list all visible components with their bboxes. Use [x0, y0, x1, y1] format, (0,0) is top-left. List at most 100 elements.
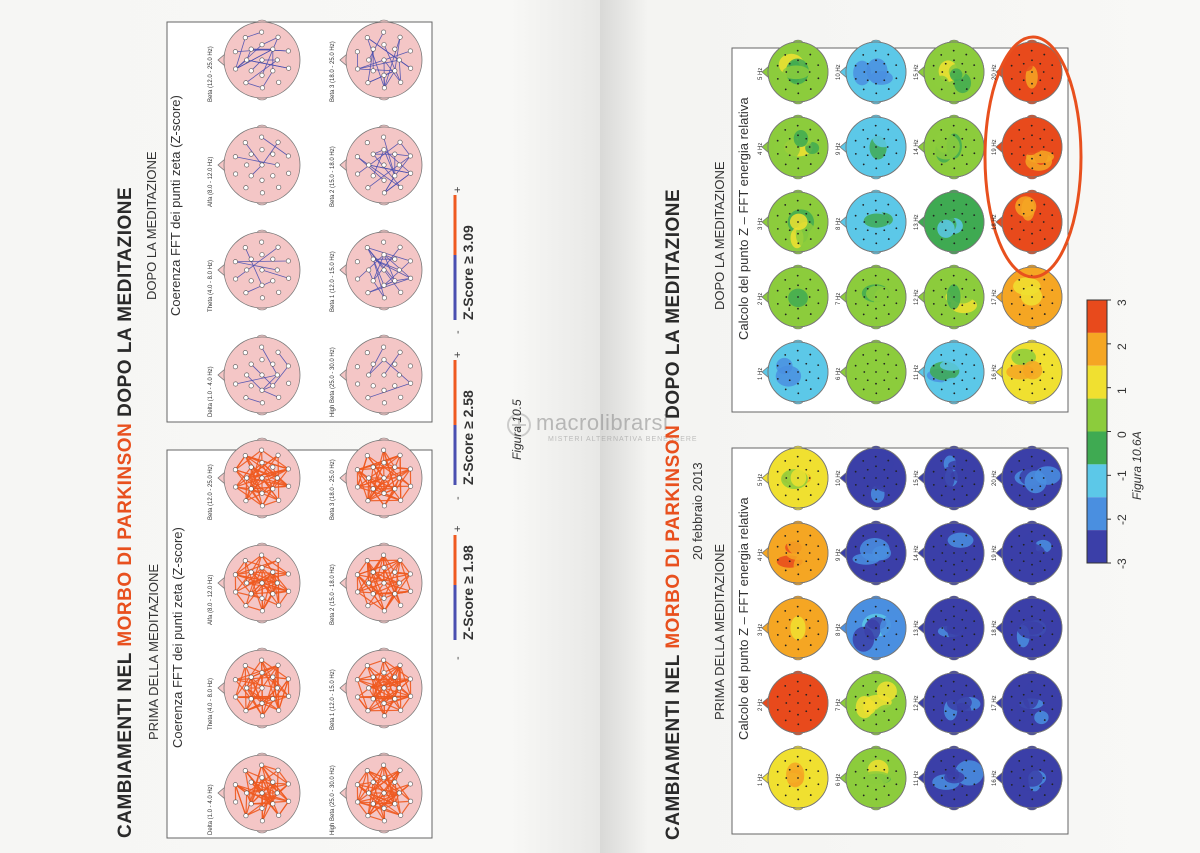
coherence-map-label: Delta (1.0 - 4.0 Hz) — [208, 784, 214, 835]
hz-label: 19 Hz — [992, 545, 998, 561]
power-head-map — [995, 595, 1063, 661]
hz-label: 14 Hz — [914, 545, 920, 561]
coherence-head-map — [217, 124, 301, 206]
coherence-map-label: Beta 2 (15.0 - 18.0 Hz) — [330, 146, 336, 207]
coherence-map-label: High Beta (25.0 - 30.0 Hz) — [330, 347, 336, 417]
after-coherence-maps — [217, 19, 423, 416]
power-head-map — [839, 745, 907, 811]
power-head-map — [995, 339, 1063, 405]
coherence-head-map — [339, 542, 423, 624]
watermark-tagline: MISTERI ALTERNATIVA BENESSERE — [548, 436, 698, 443]
hz-label: 4 Hz — [758, 142, 764, 155]
hz-label: 11 Hz — [914, 364, 920, 380]
hz-label: 17 Hz — [992, 695, 998, 711]
hz-label: 9 Hz — [836, 142, 842, 155]
hz-label: 16 Hz — [992, 770, 998, 786]
hz-label: 6 Hz — [836, 773, 842, 786]
hz-label: 7 Hz — [836, 292, 842, 305]
hz-label: 12 Hz — [914, 289, 920, 305]
hz-label: 13 Hz — [914, 620, 920, 636]
hz-label: 8 Hz — [836, 623, 842, 636]
hz-label: 2 Hz — [758, 292, 764, 305]
power-head-map — [839, 670, 907, 736]
coherence-map-label: Alfa (8.0 - 12.0 Hz) — [208, 156, 214, 207]
right-before-heading: PRIMA DELLA MEDITAZIONE — [712, 543, 727, 720]
power-head-map — [839, 595, 907, 661]
coherence-map-label: Beta (12.0 - 25.0 Hz) — [208, 46, 214, 102]
colorbar-tick-label: -1 — [1115, 470, 1129, 482]
hz-label: 13 Hz — [914, 214, 920, 230]
colorbar-segment — [1087, 365, 1107, 399]
power-head-map — [995, 520, 1063, 586]
left-title: CAMBIAMENTI NEL MORBO DI PARKINSON DOPO … — [115, 186, 136, 838]
hz-label: 16 Hz — [992, 364, 998, 380]
watermark-brand: macrolibrarsi — [536, 410, 669, 435]
power-head-map — [839, 39, 907, 105]
colorbar-segment — [1087, 398, 1107, 432]
before-power-maps — [761, 445, 1063, 811]
coherence-head-map — [217, 647, 301, 729]
power-head-map — [917, 445, 985, 511]
power-head-map — [917, 189, 985, 255]
coherence-map-label: Beta 1 (12.0 - 15.0 Hz) — [330, 251, 336, 312]
left-before-heading: PRIMA DELLA MEDITAZIONE — [146, 563, 161, 740]
power-head-map — [761, 264, 829, 330]
coherence-head-map — [217, 229, 301, 311]
hz-label: 11 Hz — [914, 770, 920, 786]
coherence-map-label: Delta (1.0 - 4.0 Hz) — [208, 366, 214, 417]
hz-label: 14 Hz — [914, 139, 920, 155]
coherence-head-map — [339, 229, 423, 311]
coherence-map-label: Alfa (8.0 - 12.0 Hz) — [208, 574, 214, 625]
power-head-map — [995, 445, 1063, 511]
hz-label: 1 Hz — [758, 773, 764, 786]
right-date: 20 febbraio 2013 — [690, 462, 705, 560]
coherence-map-label: Beta 1 (12.0 - 15.0 Hz) — [330, 669, 336, 730]
hz-label: 10 Hz — [836, 470, 842, 486]
zscore-legend-3: Z-Score ≥ 3.09 — [460, 225, 476, 320]
hz-label: 15 Hz — [914, 64, 920, 80]
hz-label: 2 Hz — [758, 698, 764, 711]
colorbar-segment — [1087, 497, 1107, 531]
power-head-map — [761, 595, 829, 661]
right-title: CAMBIAMENTI NEL MORBO DI PARKINSON DOPO … — [663, 188, 684, 840]
before-coherence-maps — [217, 437, 423, 834]
hz-label: 7 Hz — [836, 698, 842, 711]
zscore-legend-1: Z-Score ≥ 1.98 — [460, 545, 476, 640]
left-caption: Figura 10.5 — [510, 399, 524, 460]
hz-label: 4 Hz — [758, 548, 764, 561]
hz-label: 18 Hz — [992, 214, 998, 230]
hz-label: 12 Hz — [914, 695, 920, 711]
power-head-map — [917, 520, 985, 586]
right-before-subheading: Calcolo del punto Z – FFT energia relati… — [736, 497, 751, 740]
power-head-map — [917, 114, 985, 180]
legend-minus-2: - — [452, 496, 464, 500]
coherence-head-map — [217, 542, 301, 624]
watermark-logo — [507, 413, 531, 437]
power-head-map — [917, 339, 985, 405]
hz-label: 6 Hz — [836, 367, 842, 380]
power-head-map — [761, 39, 829, 105]
power-head-map — [839, 264, 907, 330]
hz-label: 20 Hz — [992, 470, 998, 486]
hz-label: 1 Hz — [758, 367, 764, 380]
hz-label: 15 Hz — [914, 470, 920, 486]
colorbar-tick-label: 1 — [1115, 386, 1129, 394]
power-head-map — [761, 114, 829, 180]
coherence-head-map — [217, 19, 301, 101]
power-head-map — [839, 445, 907, 511]
right-after-subheading: Calcolo del punto Z – FFT energia relati… — [736, 97, 751, 340]
legend-plus-3: + — [452, 186, 464, 193]
legend-minus-3: - — [452, 330, 464, 334]
hz-label: 5 Hz — [758, 67, 764, 80]
coherence-head-map — [339, 647, 423, 729]
coherence-head-map — [217, 334, 301, 416]
power-head-map — [917, 670, 985, 736]
legend-plus-1: + — [452, 525, 464, 532]
power-head-map — [761, 339, 829, 405]
coherence-head-map — [339, 334, 423, 416]
hz-label: 9 Hz — [836, 548, 842, 561]
power-head-map — [995, 114, 1063, 180]
colorbar-segment — [1087, 300, 1107, 333]
coherence-map-label: Theta (4.0 - 8.0 Hz) — [208, 677, 214, 730]
